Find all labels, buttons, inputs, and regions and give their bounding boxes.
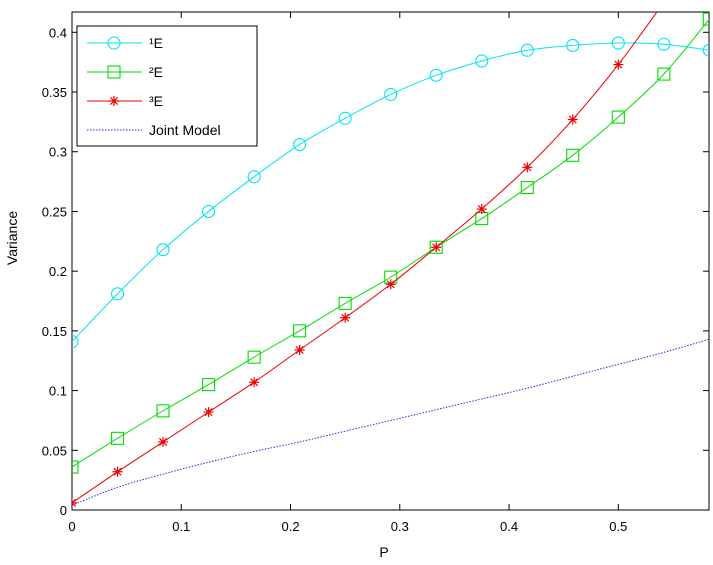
data-point xyxy=(340,312,351,323)
data-point xyxy=(429,68,443,82)
series-line xyxy=(72,42,709,342)
data-point xyxy=(112,466,123,477)
data-point xyxy=(107,36,121,50)
legend-label: ²E xyxy=(149,64,163,80)
data-point xyxy=(249,377,260,388)
data-point xyxy=(659,0,669,7)
legend-label: ¹E xyxy=(149,35,163,51)
series-line xyxy=(72,338,709,506)
data-point xyxy=(202,204,216,218)
legend-item: Joint Model xyxy=(87,122,221,138)
legend-item: ¹E xyxy=(87,35,163,51)
data-point xyxy=(111,431,125,445)
data-point xyxy=(293,324,307,338)
data-point xyxy=(702,12,709,26)
data-point xyxy=(702,43,709,57)
series-3 xyxy=(72,0,669,508)
data-point xyxy=(293,138,307,152)
x-tick-label: 0.5 xyxy=(609,519,627,534)
data-point xyxy=(611,36,625,50)
x-axis-label: P xyxy=(379,544,388,560)
data-point xyxy=(475,54,489,68)
legend-item: ²E xyxy=(87,64,163,80)
data-point xyxy=(657,37,671,51)
data-point xyxy=(657,67,671,81)
data-point xyxy=(384,87,398,101)
y-axis: 0 0.05 0.1 0.15 0.2 0.25 0.3 0.35 0.4 xyxy=(42,25,709,518)
x-axis: 0 0.1 0.2 0.3 0.4 0.5 xyxy=(68,12,627,534)
data-point xyxy=(338,111,352,125)
y-tick-label: 0 xyxy=(60,503,67,518)
legend-label: ³E xyxy=(149,93,163,109)
data-point xyxy=(156,243,170,257)
legend-item: ³E xyxy=(87,93,163,109)
data-point xyxy=(107,65,121,79)
series-layer xyxy=(72,0,709,508)
y-tick-label: 0.2 xyxy=(49,264,67,279)
data-point xyxy=(522,162,533,173)
data-point xyxy=(72,335,79,349)
legend: ¹E ²E ³E Joint Model xyxy=(76,25,258,147)
y-tick-label: 0.05 xyxy=(42,443,67,458)
series-2 xyxy=(72,12,709,474)
y-tick-label: 0.3 xyxy=(49,145,67,160)
data-point xyxy=(429,240,443,254)
x-tick-label: 0 xyxy=(68,519,75,534)
series-line xyxy=(72,18,709,468)
data-point xyxy=(203,407,214,418)
data-point xyxy=(111,287,125,301)
data-point xyxy=(72,460,79,474)
data-point xyxy=(566,38,580,52)
legend-box xyxy=(76,25,258,147)
data-point xyxy=(109,96,119,106)
data-point xyxy=(431,242,442,253)
data-point xyxy=(611,110,625,124)
data-point xyxy=(247,350,261,364)
data-point xyxy=(338,296,352,310)
series-4 xyxy=(72,338,709,506)
y-tick-label: 0.4 xyxy=(49,25,67,40)
data-point xyxy=(72,497,77,508)
y-axis-label: Variance xyxy=(4,211,20,265)
data-point xyxy=(385,279,396,290)
data-point xyxy=(294,344,305,355)
data-point xyxy=(476,204,487,215)
legend-label: Joint Model xyxy=(149,122,221,138)
data-point xyxy=(158,436,169,447)
data-point xyxy=(520,43,534,57)
x-tick-label: 0.3 xyxy=(391,519,409,534)
y-tick-label: 0.35 xyxy=(42,85,67,100)
data-point xyxy=(567,114,578,125)
data-point xyxy=(156,404,170,418)
data-point xyxy=(613,59,624,70)
x-tick-label: 0.4 xyxy=(500,519,518,534)
data-point xyxy=(566,148,580,162)
data-point xyxy=(520,181,534,195)
y-tick-label: 0.1 xyxy=(49,384,67,399)
x-tick-label: 0.2 xyxy=(281,519,299,534)
data-point xyxy=(202,378,216,392)
x-tick-label: 0.1 xyxy=(172,519,190,534)
series-1 xyxy=(72,36,709,349)
data-point xyxy=(247,170,261,184)
y-tick-label: 0.15 xyxy=(42,324,67,339)
y-tick-label: 0.25 xyxy=(42,204,67,219)
